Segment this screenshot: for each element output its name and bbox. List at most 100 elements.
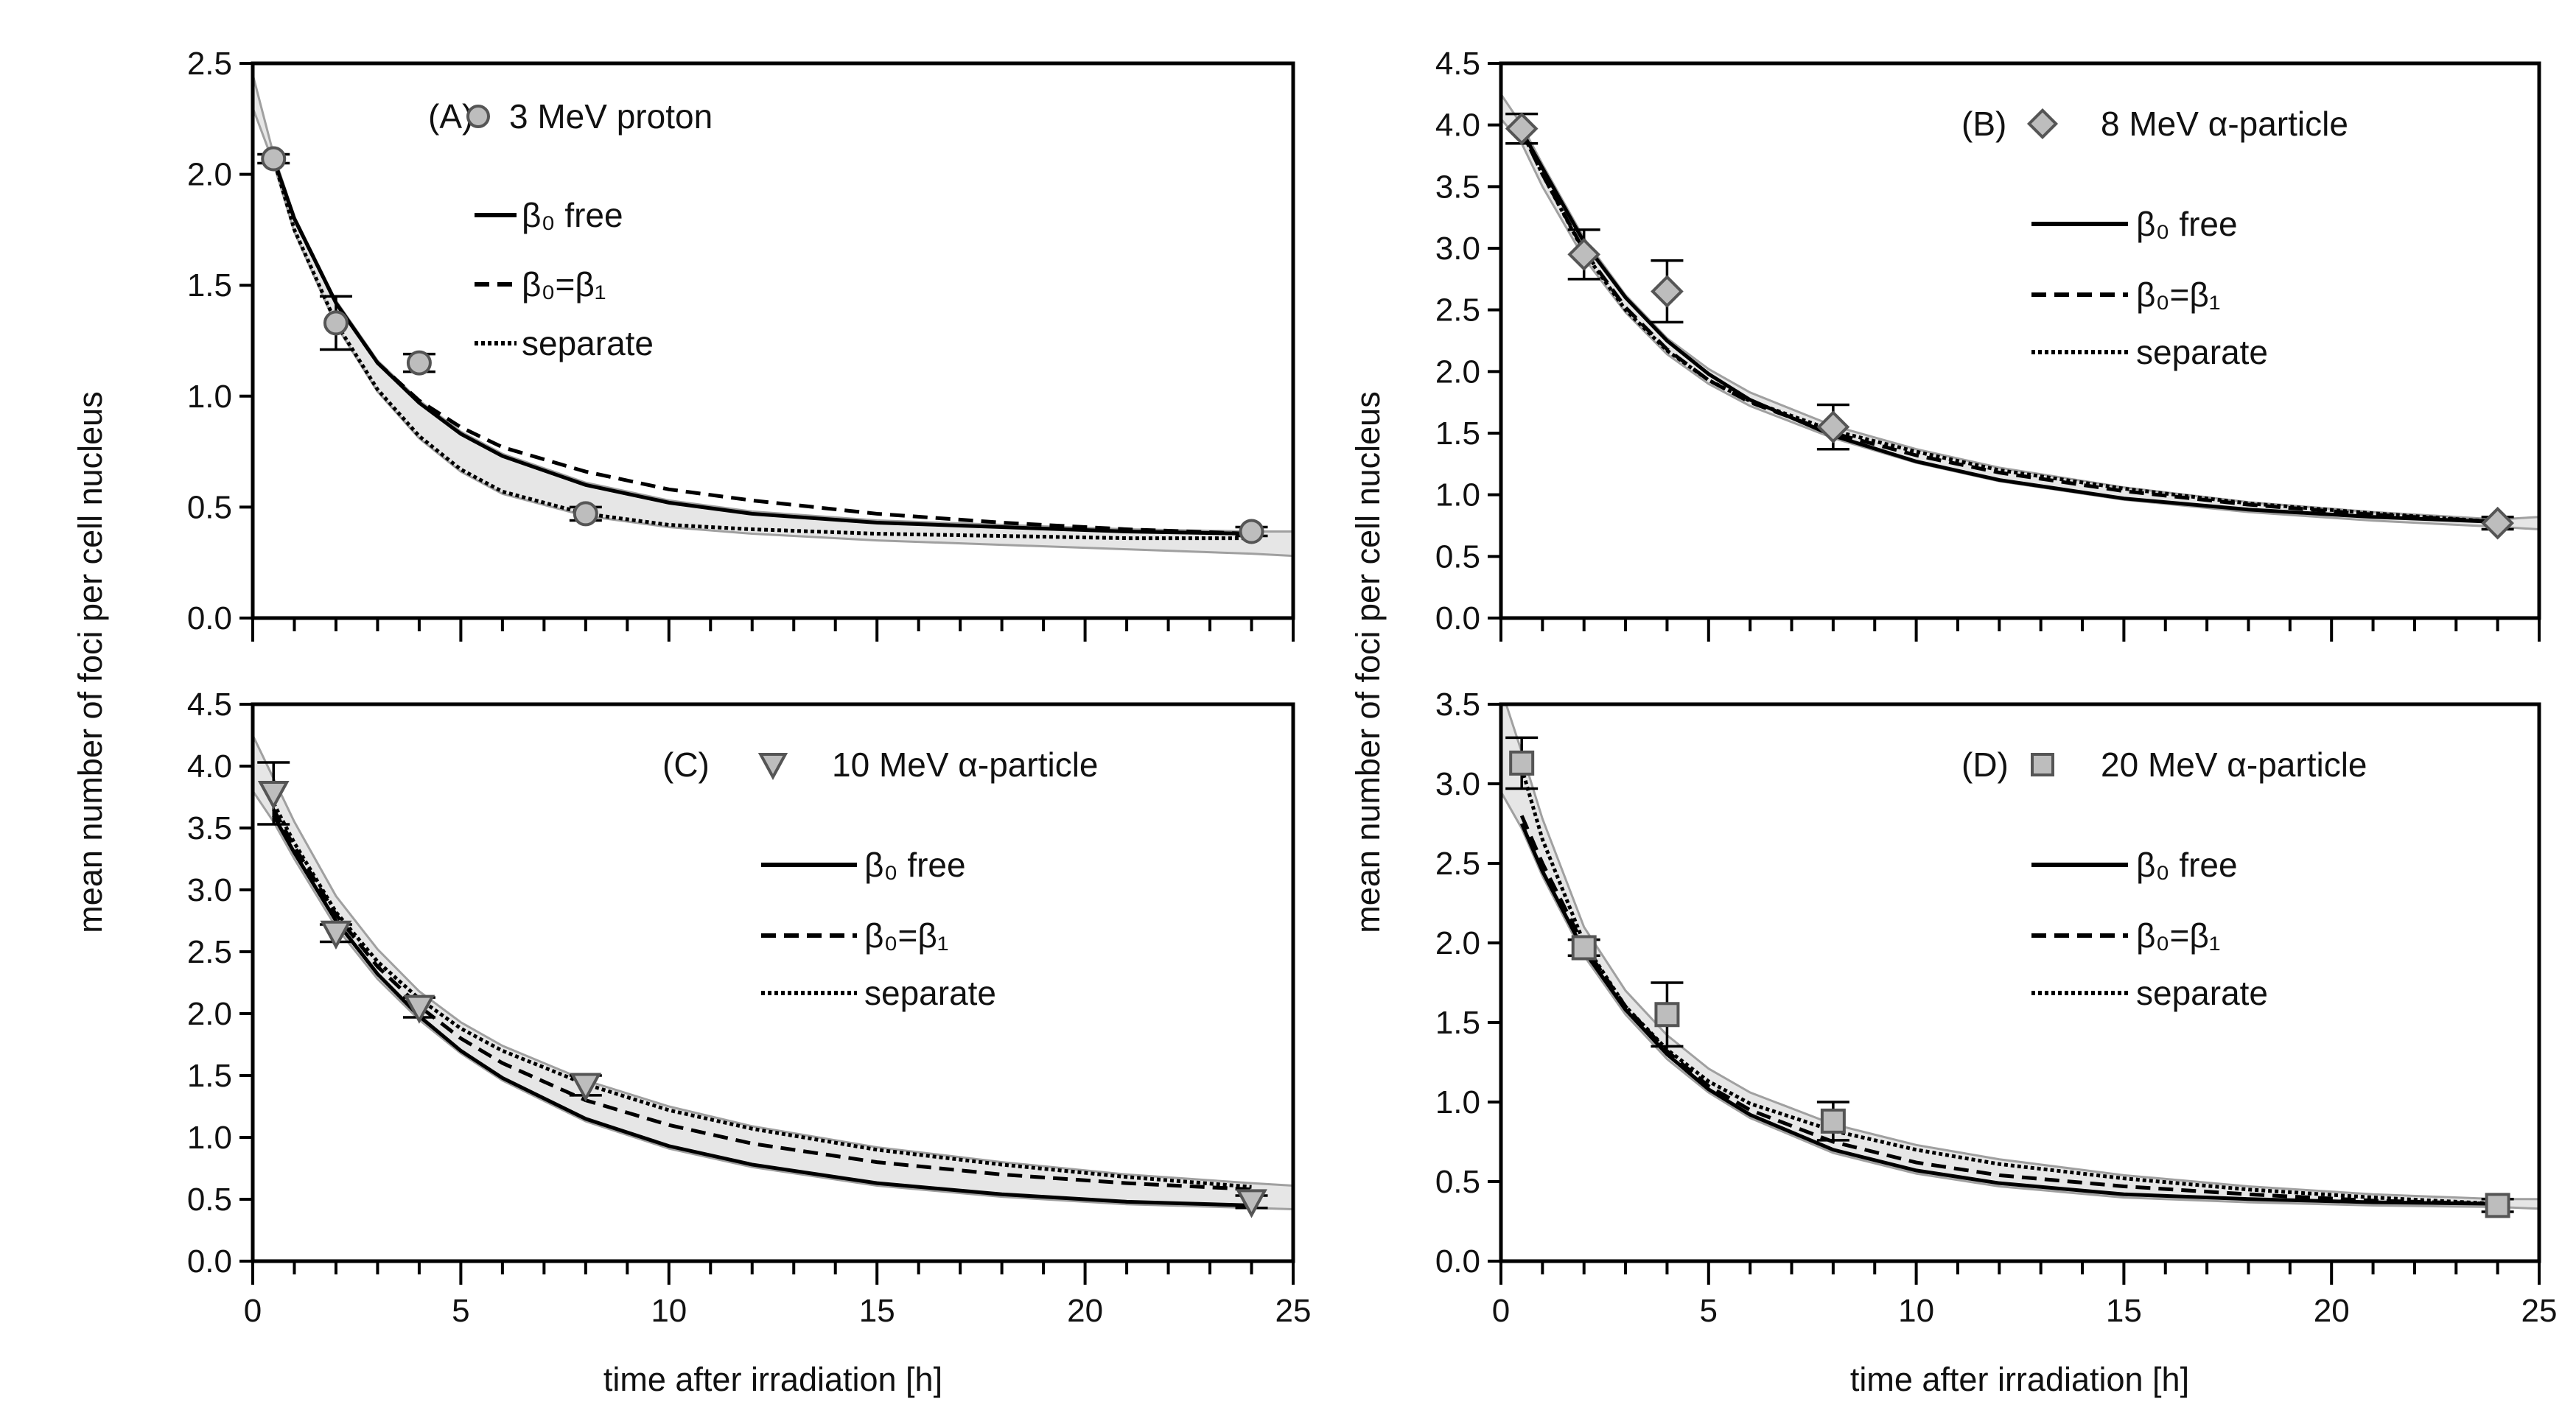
- y-axis-label-right: mean number of foci per cell nucleus: [1349, 391, 1387, 933]
- data-point: [2481, 1193, 2514, 1218]
- data-point: [1651, 981, 1684, 1048]
- y-tick-label: 0.0: [1435, 600, 1480, 636]
- curve-beta0-eq-beta1: [271, 158, 1252, 536]
- y-tick-label: 0.0: [187, 1243, 232, 1280]
- plot-area: [253, 74, 1293, 558]
- y-tick-label: 1.5: [1435, 415, 1480, 452]
- y-tick-label: 0.0: [1435, 1243, 1480, 1280]
- confidence-band: [253, 734, 1293, 1210]
- confidence-band: [1501, 704, 2539, 1210]
- marker-circle: [323, 310, 349, 336]
- data-point: [1567, 228, 1601, 281]
- axes-frame: [251, 61, 1295, 620]
- y-tick-label: 2.0: [1435, 354, 1480, 390]
- y-tick-label: 2.0: [187, 157, 232, 193]
- panel-b: 0.0 0.5 1.0 1.5 2.0 2.5 3.0 3.5 4.0 4.5 (B) 8 MeV α…: [1435, 46, 2541, 642]
- marker-circle: [1239, 519, 1264, 544]
- x-tick-label: 10: [651, 1293, 687, 1329]
- marker-square: [2485, 1193, 2510, 1218]
- legend-series-label: 3 MeV proton: [509, 97, 713, 136]
- legend-series-label: 8 MeV α-particle: [2101, 105, 2348, 143]
- axes-frame: [1499, 702, 2541, 1263]
- curve-separate: [1519, 767, 2498, 1206]
- curve-separate: [272, 802, 1252, 1189]
- y-tick-label: 2.0: [187, 996, 232, 1032]
- marker-square: [1509, 750, 1535, 776]
- x-tick-label: 15: [859, 1293, 895, 1329]
- curve-beta0-free: [271, 158, 1252, 536]
- y-tick-label: 4.0: [1435, 108, 1480, 144]
- curve-separate: [1519, 130, 2498, 524]
- x-tick-label: 20: [2314, 1293, 2350, 1329]
- plot-area: [1501, 92, 2539, 540]
- curve-beta0-eq-beta1: [1519, 130, 2498, 524]
- y-tick-label: 1.0: [1435, 477, 1480, 513]
- legend-marker-circle: [466, 105, 490, 128]
- data-point: [402, 994, 435, 1024]
- x-axis-label-right: time after irradiation [h]: [1850, 1361, 2189, 1398]
- y-tick-label: 2.5: [1435, 292, 1480, 329]
- data-point: [1505, 736, 1539, 790]
- legend-label-separate: separate: [864, 974, 996, 1012]
- legend-label-beta0-eq-beta1: β₀=β₁: [864, 916, 948, 955]
- marker-diamond: [1816, 410, 1850, 443]
- legend-label-beta0-eq-beta1: β₀=β₁: [522, 265, 606, 304]
- data-point: [1651, 259, 1684, 324]
- legend-label-separate: separate: [522, 324, 654, 362]
- y-tick-label: 3.0: [1435, 766, 1480, 802]
- legend-label-beta0-free: β₀ free: [2136, 846, 2238, 884]
- legend-marker-diamond: [2026, 108, 2059, 140]
- y-tick-label: 0.5: [187, 1182, 232, 1218]
- legend: (B) 8 MeV α-particle β₀ free β₀=β₁ separate: [1961, 105, 2348, 371]
- marker-triangle-down: [403, 994, 435, 1024]
- y-tick-label: 0.0: [187, 600, 232, 636]
- y-tick-label: 4.5: [187, 687, 232, 723]
- legend-series-label: 10 MeV α-particle: [832, 745, 1099, 784]
- legend-label-beta0-free: β₀ free: [2136, 205, 2238, 243]
- marker-circle: [406, 350, 432, 376]
- y-tick-label: 2.5: [1435, 846, 1480, 882]
- marker-square: [1571, 935, 1597, 961]
- y-tick-label: 4.0: [187, 748, 232, 785]
- legend: (D) 20 MeV α-particle β₀ free β₀=β₁ separate: [1961, 745, 2367, 1012]
- data-point: [319, 295, 352, 351]
- marker-diamond: [1651, 275, 1684, 308]
- marker-triangle-down: [570, 1073, 602, 1102]
- marker-circle: [573, 501, 598, 527]
- legend-label-beta0-eq-beta1: β₀=β₁: [2136, 916, 2220, 955]
- panel-label: (A): [428, 97, 473, 136]
- y-tick-label: 0.5: [1435, 1164, 1480, 1200]
- plot-area: [1501, 704, 2539, 1218]
- legend-marker-triangle-down: [757, 753, 788, 780]
- x-tick-label: 25: [2521, 1293, 2558, 1329]
- y-tick-label: 0.5: [1435, 538, 1480, 575]
- legend: (C) 10 MeV α-particle β₀ free β₀=β₁ separate: [662, 745, 1099, 1012]
- data-point: [2481, 506, 2514, 540]
- data-point: [1567, 935, 1600, 961]
- marker-square: [1654, 1002, 1680, 1028]
- curve-beta0-free: [1519, 130, 2498, 524]
- marker-circle: [261, 146, 287, 172]
- curve-beta0-eq-beta1: [1519, 815, 2498, 1206]
- legend-series-label: 20 MeV α-particle: [2101, 745, 2367, 784]
- data-point: [257, 761, 290, 826]
- curve-beta0-free: [1519, 823, 2498, 1206]
- legend-label-beta0-free: β₀ free: [864, 846, 966, 884]
- x-tick-label: 10: [1898, 1293, 1934, 1329]
- y-tick-label: 3.0: [187, 872, 232, 908]
- data-point: [1505, 112, 1539, 146]
- data-point: [1816, 403, 1850, 451]
- legend-label-beta0-eq-beta1: β₀=β₁: [2136, 276, 2220, 314]
- confidence-band: [1501, 92, 2539, 531]
- y-tick-label: 2.0: [1435, 925, 1480, 961]
- legend-label-separate: separate: [2136, 333, 2268, 371]
- y-tick-label: 2.5: [187, 46, 232, 82]
- x-tick-label: 0: [244, 1293, 262, 1329]
- data-point: [319, 920, 352, 950]
- legend-label-beta0-free: β₀ free: [522, 196, 623, 234]
- panel-d: 0 5 10 15 20 25 0.0 0.5 1.0 1.5 2.0 2.5 3.0 3.5 (D) 20 …: [1435, 687, 2558, 1329]
- axes-frame: [251, 702, 1295, 1263]
- curve-beta0-eq-beta1: [272, 808, 1252, 1192]
- panel-label: (B): [1961, 105, 2006, 143]
